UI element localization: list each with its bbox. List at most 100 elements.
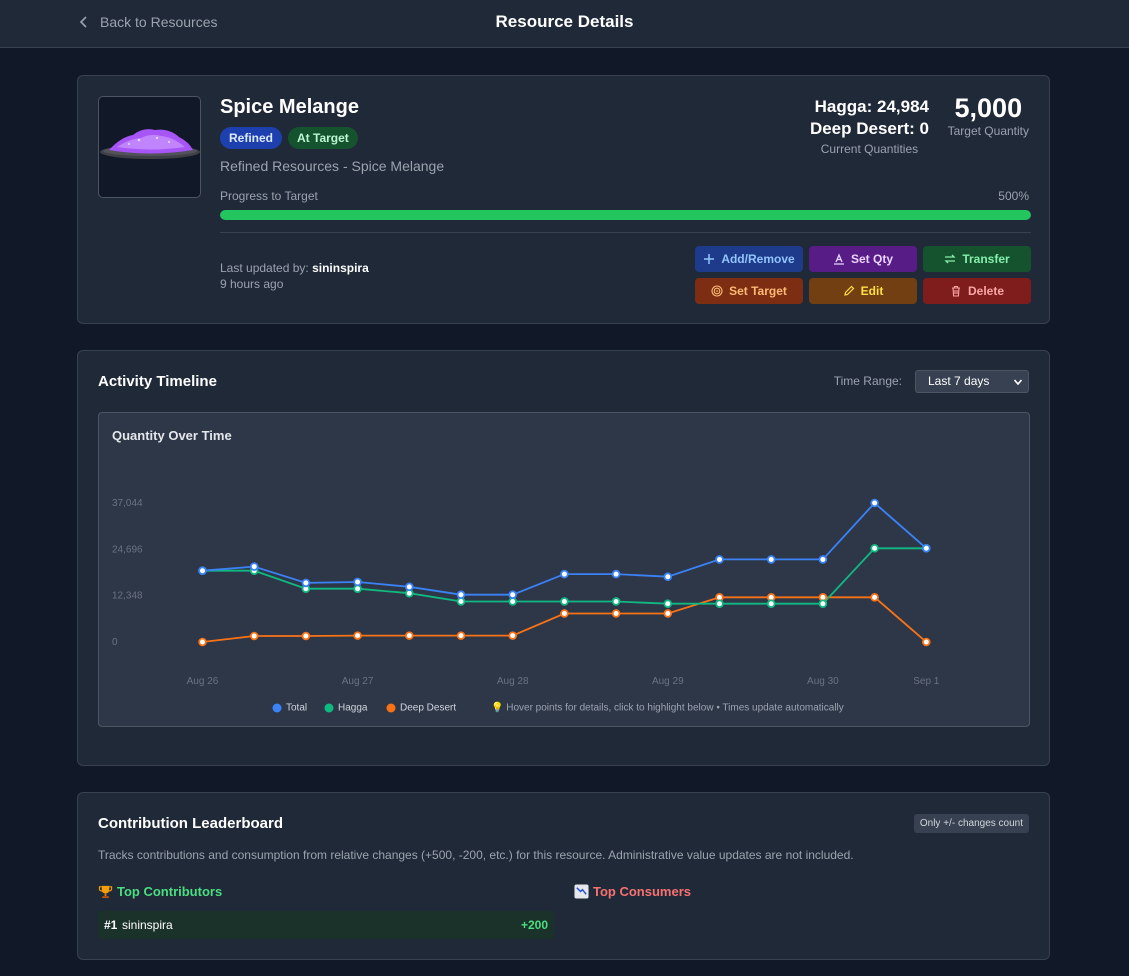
data-point-hagga (715, 599, 724, 609)
leaderboard-card: Contribution Leaderboard Only +/- change… (77, 792, 1050, 960)
data-point-total (870, 498, 879, 508)
data-point-total (198, 566, 207, 576)
time-range-select[interactable]: Last 7 days (915, 370, 1029, 393)
legend-dot-deep-desert (386, 703, 396, 713)
progress-bar (220, 210, 1031, 220)
chevron-down-icon (1013, 379, 1023, 386)
add-remove-label: Add/Remove (721, 252, 795, 266)
data-point-total (249, 562, 259, 571)
top-contributors-label: Top Contributors (117, 884, 223, 899)
resource-badges: Refined At Target (220, 127, 358, 149)
data-point-hagga (766, 599, 776, 609)
delete-label: Delete (967, 284, 1005, 298)
delete-button[interactable]: Delete (923, 278, 1031, 304)
data-point-hagga (663, 599, 673, 609)
data-point-total (456, 590, 466, 600)
y-tick-label: 0 (112, 637, 118, 648)
chart-canvas: 37,044 24,696 12,348 0 Aug 26 Aug 27 Aug 28 Aug… (112, 498, 940, 714)
data-point-deep-desert (456, 631, 466, 640)
category-badge: Refined (220, 127, 283, 149)
legend-dot-total (272, 703, 282, 713)
y-tick-label: 24,696 (112, 544, 143, 555)
add-remove-button[interactable]: Add/Remove (695, 246, 803, 272)
activity-timeline-card: Activity Timeline Time Range: Last 7 day… (77, 350, 1050, 766)
status-badge: At Target (288, 127, 358, 149)
data-point-total (921, 543, 931, 553)
target-quantity: 5,000 Target Quantity (948, 93, 1029, 138)
x-tick-label: Aug 29 (652, 676, 684, 687)
leaderboard-description: Tracks contributions and consumption fro… (98, 848, 854, 862)
set-qty-button[interactable]: Set Qty (809, 246, 917, 272)
y-tick-label: 37,044 (112, 498, 143, 509)
data-point-hagga (508, 597, 518, 606)
chart-hint-text: 💡 Hover points for details, click to hig… (491, 701, 844, 714)
chart-down-icon (574, 884, 589, 899)
data-point-total (663, 572, 673, 582)
y-tick-label: 12,348 (112, 591, 143, 602)
last-updated: Last updated by: sininspira 9 hours ago (220, 260, 369, 292)
x-tick-label: Aug 28 (497, 676, 529, 687)
time-range-label: Time Range: (833, 374, 902, 388)
time-range-value: Last 7 days (928, 374, 990, 388)
x-tick-label: Aug 27 (342, 676, 374, 687)
legend-dot-hagga (324, 703, 334, 713)
data-point-total (508, 590, 518, 600)
plus-icon (704, 254, 715, 264)
deep-desert-quantity: Deep Desert: 0 (809, 119, 929, 138)
data-point-deep-desert (508, 631, 518, 640)
contributor-rank: #1 (104, 918, 118, 932)
data-point-hagga (560, 597, 569, 606)
data-point-hagga (456, 597, 466, 606)
data-point-deep-desert (249, 631, 259, 641)
progress-percent: 500% (998, 189, 1029, 203)
chevron-left-icon (79, 16, 87, 28)
leaderboard-note-badge: Only +/- changes count (913, 814, 1029, 833)
data-point-hagga (611, 597, 621, 606)
set-target-label: Set Target (729, 284, 787, 298)
hagga-quantity: Hagga: 24,984 (814, 97, 929, 116)
trash-icon (951, 285, 960, 297)
resource-image (98, 96, 201, 198)
data-point-total (611, 569, 621, 579)
data-point-deep-desert (353, 631, 362, 640)
top-contributors-heading: Top Contributors (98, 884, 222, 899)
contributor-user: sininspira (122, 918, 173, 932)
leaderboard-title: Contribution Leaderboard (98, 815, 283, 832)
target-icon (711, 285, 723, 297)
quantities-caption: Current Quantities (820, 142, 919, 156)
data-point-deep-desert (870, 593, 879, 602)
resource-subtitle: Refined Resources - Spice Melange (220, 158, 445, 174)
data-point-total (766, 555, 776, 564)
data-point-deep-desert (404, 631, 414, 640)
legend-label: Total (286, 703, 307, 714)
data-point-deep-desert (921, 637, 931, 647)
transfer-button[interactable]: Transfer (923, 246, 1031, 272)
data-point-total (560, 569, 569, 579)
back-to-resources-link[interactable]: Back to Resources (78, 14, 218, 30)
pencil-icon (843, 285, 855, 296)
updated-prefix: Last updated by: (220, 261, 313, 275)
x-tick-label: Aug 30 (807, 676, 839, 687)
data-point-deep-desert (198, 637, 207, 647)
timeline-title: Activity Timeline (98, 373, 217, 390)
data-point-total (818, 555, 828, 564)
progress-bar-fill (220, 210, 1031, 220)
trophy-icon (98, 885, 113, 899)
data-point-hagga (818, 599, 828, 609)
resource-name: Spice Melange (220, 96, 359, 118)
updated-user: sininspira (312, 261, 369, 275)
top-consumers-heading: Top Consumers (574, 884, 691, 899)
data-point-hagga (353, 584, 362, 594)
data-point-deep-desert (560, 609, 569, 618)
edit-label: Edit (860, 284, 884, 298)
legend-label: Hagga (338, 703, 368, 714)
chart-title: Quantity Over Time (112, 428, 232, 443)
back-label: Back to Resources (100, 14, 218, 30)
top-consumers-label: Top Consumers (593, 884, 691, 899)
edit-button[interactable]: Edit (809, 278, 917, 304)
divider (220, 232, 1031, 233)
set-target-button[interactable]: Set Target (695, 278, 803, 304)
text-cursor-icon (833, 253, 844, 265)
data-point-total (715, 555, 724, 564)
data-point-deep-desert (663, 609, 673, 618)
